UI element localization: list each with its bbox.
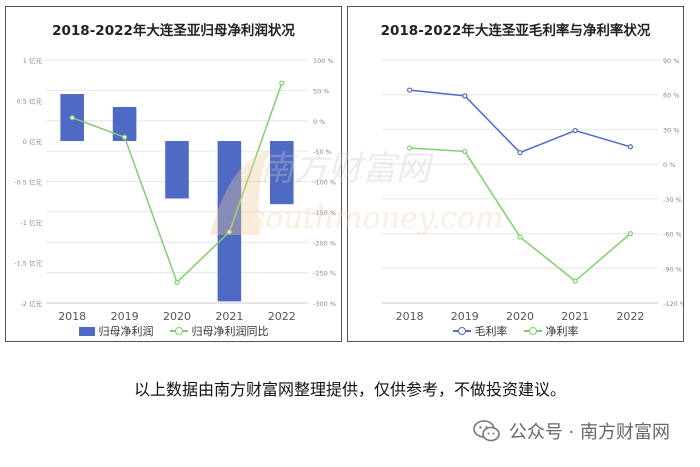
legend-line-swatch: [523, 326, 542, 336]
series-line: [409, 89, 631, 154]
x-tick-label: 2018: [58, 310, 86, 323]
legend-item-net-profit[interactable]: 归母净利润: [78, 323, 154, 339]
x-tick-label: 2021: [561, 310, 589, 323]
y-left-tick-label: -2 亿元: [20, 299, 42, 308]
disclaimer-text: 以上数据由南方财富网整理提供，仅供参考，不做投资建议。: [133, 380, 566, 399]
y-left-tick-label: 0.5 亿元: [17, 97, 43, 106]
y-right-tick-label: 30 %: [663, 126, 680, 134]
y-right-tick-label: 50 %: [313, 87, 330, 95]
legend-label: 归母净利润: [98, 325, 154, 338]
bar-2022: [270, 141, 294, 205]
y-left-tick-label: 1 亿元: [23, 56, 43, 65]
y-right-tick-label: -60 %: [663, 231, 682, 239]
y-right-tick-label: -50 %: [313, 148, 332, 156]
y-right-tick-label: -90 %: [663, 265, 682, 273]
chart-legend: 归母净利润 归母净利润同比: [6, 323, 341, 339]
data-point-2021: [572, 278, 578, 284]
data-point-2019: [462, 93, 468, 99]
net-profit-chart: 1 亿元 0.5 亿元 0 亿元 -0.5 亿元 -1 亿元 -1.5 亿元 -2 亿元 10…: [14, 56, 336, 323]
y-right-tick-label: -120 %: [663, 300, 683, 308]
data-point-2021: [572, 127, 578, 134]
y-right-tick-label: 90 %: [663, 57, 680, 65]
data-point-2019: [462, 148, 468, 155]
y-left-tick-label: -0.5 亿元: [14, 178, 42, 187]
x-tick-label: 2020: [506, 310, 534, 323]
legend-label: 净利率: [545, 325, 579, 338]
footer-account[interactable]: 公众号 · 南方财富网: [473, 418, 670, 444]
chart-title: 2018-2022年大连圣亚毛利率与净利率状况: [380, 23, 651, 39]
data-point-2020: [174, 279, 180, 285]
y-left-tick-label: -1 亿元: [20, 218, 42, 227]
legend-label: 归母净利润同比: [191, 325, 269, 338]
data-point-2022: [627, 144, 633, 150]
y-right-tick-label: -100 %: [313, 179, 336, 187]
net-profit-chart-panel: 2018-2022年大连圣亚归母净利润状况 1 亿元 0.5 亿元 0 亿元 -0.5…: [5, 6, 342, 342]
bar-2019: [112, 106, 137, 141]
footer-text: 公众号 · 南方财富网: [508, 422, 670, 443]
x-tick-label: 2019: [451, 310, 479, 323]
margin-chart-panel: 2018-2022年大连圣亚毛利率与净利率状况 90 % 60 % 30 % 0 % -…: [347, 6, 684, 342]
data-point-2018: [406, 87, 413, 93]
y-right-tick-label: -150 %: [313, 209, 336, 217]
y-right-tick-label: 60 %: [663, 92, 680, 100]
chart-title: 2018-2022年大连圣亚归母净利润状况: [52, 23, 295, 39]
data-point-2019: [121, 134, 128, 140]
legend-label: 毛利率: [474, 325, 508, 338]
y-right-tick-label: -200 %: [313, 239, 336, 247]
y-right-tick-label: 0 %: [313, 118, 325, 126]
y-left-tick-label: -1.5 亿元: [14, 259, 42, 268]
legend-item-net-profit-yoy[interactable]: 归母净利润同比: [169, 323, 269, 339]
x-tick-label: 2019: [111, 310, 139, 323]
y-right-tick-label: -300 %: [313, 300, 336, 308]
bar-2021: [217, 141, 242, 302]
y-right-tick-label: 0 %: [663, 161, 675, 169]
legend-line-swatch: [169, 326, 188, 336]
wechat-icon: [473, 420, 500, 442]
legend-line-swatch: [452, 326, 471, 336]
y-right-tick-label: 100 %: [313, 57, 334, 65]
y-right-tick-label: -250 %: [313, 270, 336, 278]
x-tick-label: 2018: [396, 310, 424, 323]
data-point-2020: [517, 149, 523, 156]
data-point-2021: [226, 229, 232, 235]
legend-item-gross-margin[interactable]: 毛利率: [452, 323, 508, 339]
x-tick-label: 2021: [215, 310, 243, 323]
y-right-tick-label: -30 %: [663, 196, 682, 204]
data-point-2020: [517, 234, 523, 240]
data-point-2022: [627, 230, 633, 237]
series-line: [409, 147, 631, 282]
x-tick-label: 2020: [163, 310, 191, 323]
data-point-2018: [406, 145, 413, 151]
margin-chart: 90 % 60 % 30 % 0 % -30 % -60 % -90 % -120 % 2018…: [382, 57, 683, 323]
x-tick-label: 2022: [268, 310, 296, 323]
data-point-2022: [279, 80, 285, 86]
bar-2020: [165, 141, 189, 199]
chart-legend: 毛利率 净利率: [348, 323, 683, 339]
legend-bar-swatch: [78, 326, 95, 336]
x-tick-label: 2022: [616, 310, 644, 323]
legend-item-net-margin[interactable]: 净利率: [523, 323, 579, 339]
y-left-tick-label: 0 亿元: [23, 137, 43, 146]
data-point-2018: [69, 115, 75, 121]
